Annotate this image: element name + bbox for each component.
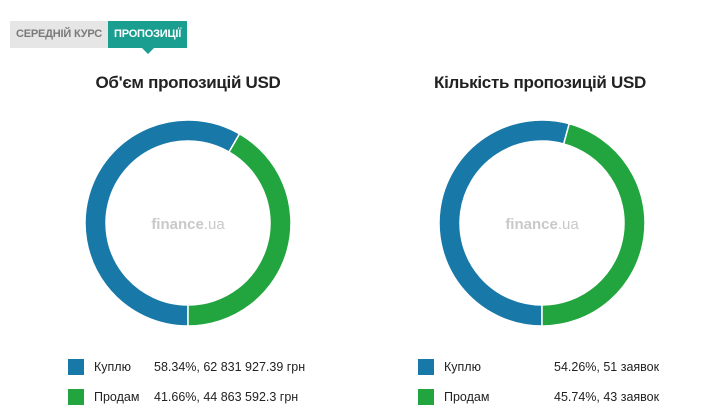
legend-value: 58.34%, 62 831 927.39 грн (154, 360, 306, 374)
legend-label: Продам (444, 390, 490, 404)
volume-chart-panel: Об'єм пропозицій USD finance.ua Куплю 58… (0, 0, 360, 409)
slice-sell[interactable] (187, 132, 292, 327)
legend-value: 45.74%, 43 заявок (554, 390, 660, 404)
watermark-logo: finance.ua (151, 216, 225, 233)
count-chart-panel: Кількість пропозицій USD finance.ua Купл… (360, 0, 720, 409)
chart-title: Кількість пропозицій USD (434, 73, 646, 92)
legend-swatch-buy (418, 359, 434, 375)
chart-legend: Куплю 54.26%, 51 заявок Продам 45.74%, 4… (418, 355, 659, 415)
legend-label: Куплю (94, 360, 131, 374)
legend-swatch-sell (68, 389, 84, 405)
legend-value: 54.26%, 51 заявок (554, 360, 660, 374)
legend-item-buy: Куплю 54.26%, 51 заявок (418, 355, 659, 379)
chart-legend: Куплю 58.34%, 62 831 927.39 грн Продам 4… (68, 355, 305, 415)
slice-sell[interactable] (541, 122, 646, 327)
legend-item-sell: Продам 41.66%, 44 863 592.3 грн (68, 385, 305, 409)
legend-value: 41.66%, 44 863 592.3 грн (154, 390, 299, 404)
donut-chart: finance.ua (438, 119, 646, 327)
tab-bar: СЕРЕДНІЙ КУРС ПРОПОЗИЦІЇ (10, 21, 188, 54)
donut-chart: finance.ua (84, 119, 292, 327)
legend-swatch-sell (418, 389, 434, 405)
chart-title: Об'єм пропозицій USD (95, 73, 281, 92)
legend-item-buy: Куплю 58.34%, 62 831 927.39 грн (68, 355, 305, 379)
slice-buy[interactable] (84, 119, 241, 327)
legend-label: Куплю (444, 360, 481, 374)
legend-label: Продам (94, 390, 140, 404)
watermark-logo: finance.ua (505, 216, 579, 233)
tab-average-rate[interactable]: СЕРЕДНІЙ КУРС (10, 21, 108, 48)
legend-swatch-buy (68, 359, 84, 375)
legend-item-sell: Продам 45.74%, 43 заявок (418, 385, 659, 409)
tab-offers[interactable]: ПРОПОЗИЦІЇ (108, 21, 188, 54)
